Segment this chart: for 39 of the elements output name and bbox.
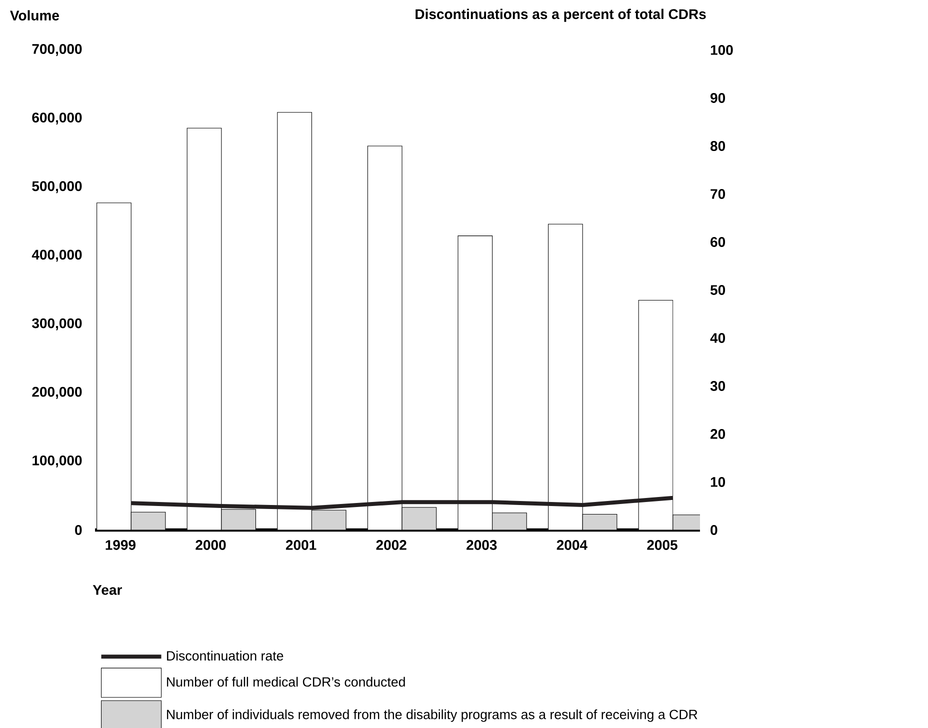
y2-tick-label: 100: [710, 45, 733, 55]
y-tick-label: 400,000: [32, 250, 82, 262]
bar: [582, 514, 618, 530]
bar: [130, 512, 166, 530]
y2-axis-title: Discontinuations as a percent of total CDRs: [416, 8, 706, 22]
y-tick-label: 700,000: [32, 44, 82, 56]
x-tick-label: 2004: [556, 540, 588, 550]
y2-tick-label: 10: [710, 477, 726, 487]
y-tick-label: 500,000: [32, 181, 82, 194]
y-tick-label: 0: [75, 525, 82, 535]
bar: [221, 509, 256, 530]
x-tick-label: 2002: [376, 540, 406, 550]
x-axis-title: Year: [92, 585, 122, 595]
bar: [311, 510, 346, 530]
y2-tick-label: 0: [710, 525, 718, 535]
y2-tick-label: 20: [710, 429, 726, 439]
x-tick-label: 1999: [106, 540, 136, 550]
y2-tick-label: 30: [710, 381, 726, 391]
x-tick-label: 2003: [466, 540, 497, 550]
y2-tick-label: 40: [710, 333, 726, 343]
bar: [492, 512, 527, 530]
x-tick-label: 2005: [647, 540, 678, 550]
line-series: [129, 496, 675, 510]
legend-label: Number of individuals removed from the disability programs as a result of receiving a CDR: [167, 709, 698, 722]
y-axis-title: Volume: [10, 10, 59, 20]
legend-label: Number of full medical CDR’s conducted: [167, 676, 405, 687]
y2-tick-label: 80: [710, 141, 726, 151]
bar: [402, 507, 437, 530]
x-tick-label: 2001: [286, 540, 316, 550]
y2-tick-label: 70: [710, 189, 726, 199]
y2-tick-label: 60: [710, 237, 726, 247]
x-tick-label: 2000: [196, 540, 226, 550]
legend-label: Discontinuation rate: [167, 650, 284, 661]
y-tick-label: 100,000: [32, 455, 82, 468]
y2-tick-label: 50: [710, 285, 726, 295]
y2-tick-label: 90: [710, 93, 726, 103]
y-tick-label: 300,000: [32, 318, 82, 330]
y-tick-label: 200,000: [32, 386, 82, 399]
y-tick-label: 600,000: [32, 112, 82, 125]
